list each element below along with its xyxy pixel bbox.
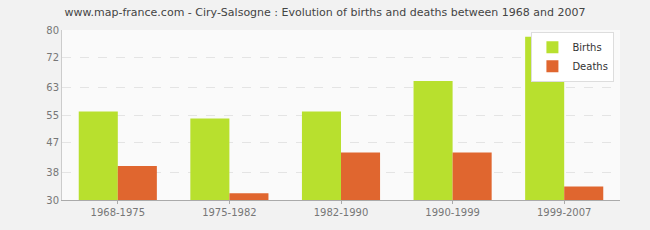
svg-text:1968-1975: 1968-1975 (91, 207, 146, 218)
svg-text:Deaths: Deaths (572, 61, 607, 72)
svg-text:1990-1999: 1990-1999 (425, 207, 480, 218)
svg-text:47: 47 (46, 137, 59, 148)
svg-text:80: 80 (46, 25, 59, 36)
svg-text:1982-1990: 1982-1990 (314, 207, 369, 218)
svg-text:Births: Births (572, 42, 601, 53)
svg-text:1975-1982: 1975-1982 (202, 207, 257, 218)
svg-text:1999-2007: 1999-2007 (537, 207, 592, 218)
svg-text:30: 30 (46, 195, 59, 206)
svg-text:63: 63 (46, 82, 59, 93)
svg-text:72: 72 (46, 52, 59, 63)
svg-text:55: 55 (46, 110, 59, 121)
svg-text:www.map-france.com - Ciry-Sals: www.map-france.com - Ciry-Salsogne : Evo… (65, 6, 586, 19)
svg-text:38: 38 (46, 167, 59, 178)
